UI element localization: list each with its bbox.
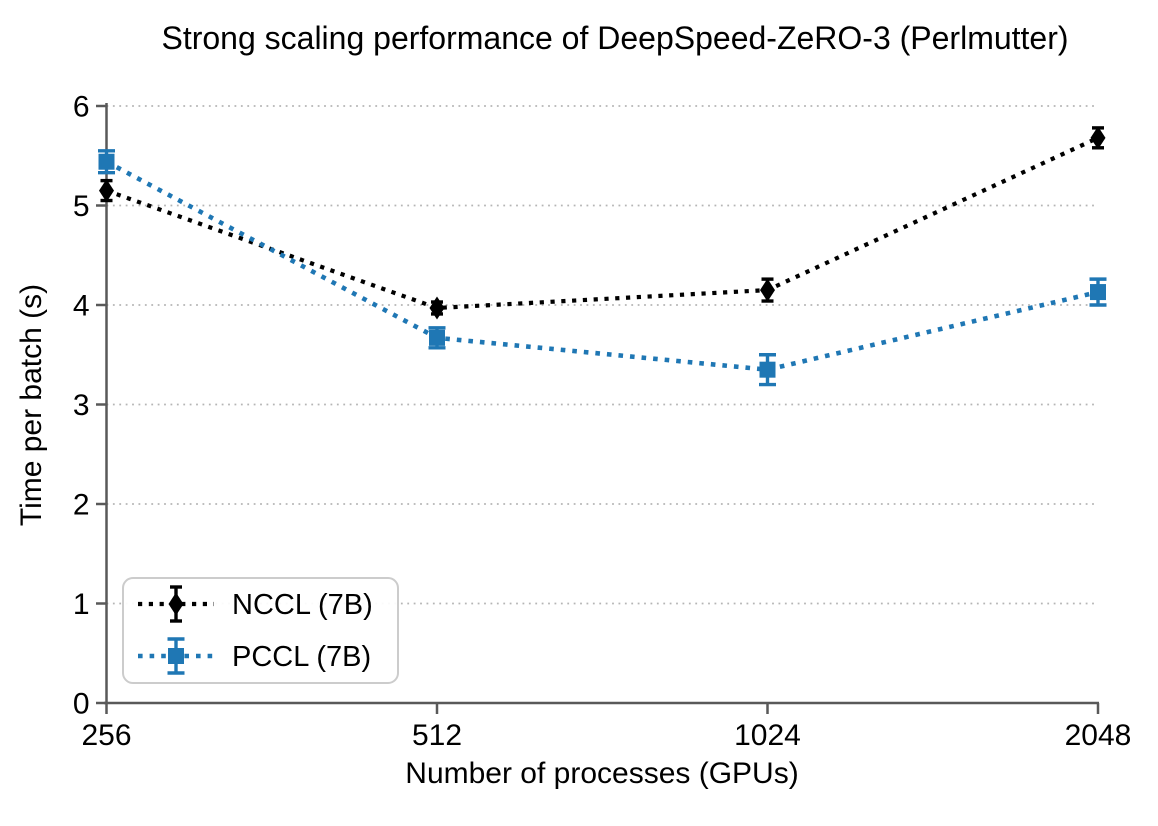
series-nccl-7b- bbox=[99, 126, 1106, 320]
legend-label: PCCL (7B) bbox=[232, 641, 371, 673]
legend-diamond-marker bbox=[168, 592, 184, 616]
x-axis-label: Number of processes (GPUs) bbox=[405, 757, 799, 790]
legend: NCCL (7B) PCCL (7B) bbox=[122, 577, 399, 684]
y-tick-label: 4 bbox=[73, 290, 90, 323]
series-pccl-7b- bbox=[98, 149, 1107, 387]
square-marker bbox=[429, 329, 445, 346]
series-line bbox=[105, 135, 1099, 311]
series-line bbox=[105, 159, 1099, 373]
diamond-marker bbox=[760, 278, 775, 302]
y-tick-label: 0 bbox=[73, 688, 90, 721]
y-tick-label: 5 bbox=[73, 190, 90, 223]
legend-entry: PCCL (7B) bbox=[138, 637, 371, 675]
y-tick-label: 3 bbox=[73, 389, 90, 422]
y-tick-label: 1 bbox=[73, 588, 90, 621]
chart-title: Strong scaling performance of DeepSpeed-… bbox=[161, 20, 1069, 56]
legend-box bbox=[122, 577, 399, 684]
y-tick-label: 6 bbox=[73, 91, 90, 124]
legend-label: NCCL (7B) bbox=[232, 589, 373, 621]
x-tick-label: 512 bbox=[412, 719, 462, 752]
square-marker bbox=[759, 361, 776, 378]
legend-square-marker bbox=[168, 648, 184, 664]
diamond-marker bbox=[99, 179, 114, 203]
y-axis-label: Time per batch (s) bbox=[15, 283, 48, 527]
x-tick-label: 256 bbox=[81, 719, 131, 752]
legend-entry: NCCL (7B) bbox=[138, 585, 373, 623]
diamond-marker bbox=[429, 296, 445, 320]
diamond-marker bbox=[1090, 126, 1106, 150]
y-tick-label: 2 bbox=[73, 489, 90, 522]
square-marker bbox=[1090, 284, 1106, 301]
square-marker bbox=[98, 153, 115, 170]
x-tick-label: 2048 bbox=[1065, 719, 1132, 752]
x-tick-label: 1024 bbox=[734, 719, 801, 752]
